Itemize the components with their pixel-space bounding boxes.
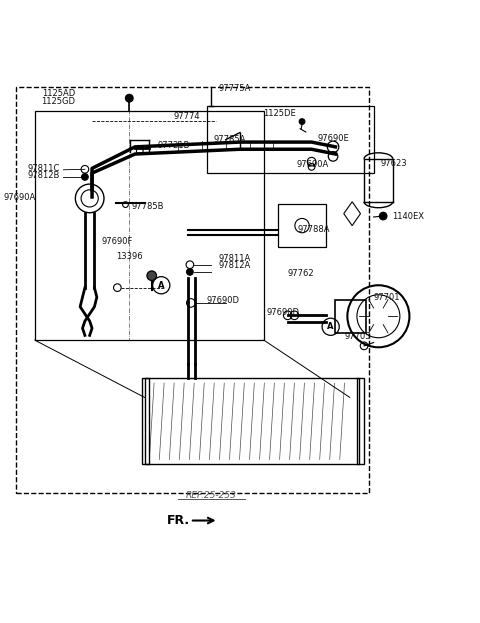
Text: 97788A: 97788A: [297, 225, 330, 234]
Bar: [336, 300, 366, 333]
Text: 97690A: 97690A: [296, 160, 329, 169]
Bar: [357, 378, 364, 464]
Circle shape: [379, 212, 387, 220]
Text: 97775A: 97775A: [218, 83, 251, 93]
Text: 97785A: 97785A: [214, 135, 246, 144]
Text: 97812A: 97812A: [218, 261, 251, 270]
Text: 97774: 97774: [173, 112, 200, 121]
Text: 97762: 97762: [288, 269, 314, 278]
Text: 97623: 97623: [381, 159, 408, 168]
Text: 97690F: 97690F: [102, 237, 133, 246]
Text: 1125DE: 1125DE: [263, 109, 296, 118]
Text: 97701: 97701: [373, 293, 400, 302]
Text: REF.25-253: REF.25-253: [186, 491, 237, 500]
Text: A: A: [158, 281, 165, 290]
Text: 97785B: 97785B: [131, 202, 164, 211]
Circle shape: [299, 119, 305, 125]
Text: 97812B: 97812B: [28, 171, 60, 181]
Text: 97690A: 97690A: [4, 193, 36, 202]
Bar: [144, 378, 360, 464]
Text: 97811C: 97811C: [28, 164, 60, 173]
Text: 1125AD: 1125AD: [42, 89, 75, 98]
Text: A: A: [327, 322, 334, 331]
Circle shape: [125, 94, 133, 102]
Text: 97690D: 97690D: [206, 295, 240, 305]
Text: 13396: 13396: [116, 252, 143, 261]
Text: 97705: 97705: [345, 332, 372, 341]
Circle shape: [147, 271, 156, 280]
Text: 1125GD: 1125GD: [41, 97, 75, 106]
Bar: [142, 378, 149, 464]
Text: 97721B: 97721B: [158, 141, 190, 150]
Text: 97690D: 97690D: [266, 308, 299, 318]
Circle shape: [187, 269, 193, 275]
Text: 1140EX: 1140EX: [392, 212, 424, 221]
Circle shape: [82, 174, 88, 180]
Text: FR.: FR.: [167, 514, 190, 527]
Text: 97690E: 97690E: [317, 134, 349, 143]
Text: 97811A: 97811A: [218, 254, 251, 262]
